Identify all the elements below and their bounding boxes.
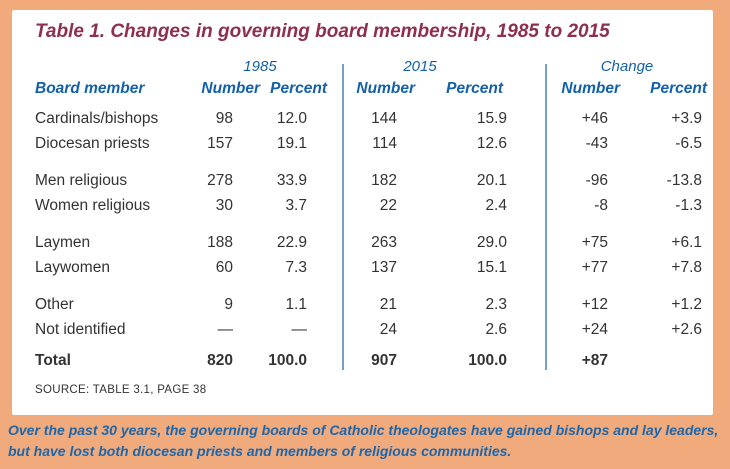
total-1985-number: 820 — [207, 352, 233, 369]
cell-1985-percent: 3.7 — [285, 197, 307, 214]
cell-2015-number: 22 — [379, 197, 397, 214]
cell-change-number: +77 — [581, 259, 608, 276]
column-header-2015-percent: Percent — [446, 80, 503, 97]
row-label: Other — [35, 296, 74, 313]
cell-2015-percent: 2.4 — [485, 197, 507, 214]
caption-line-2: but have lost both diocesan priests and … — [8, 443, 512, 459]
cell-2015-percent: 29.0 — [476, 234, 507, 251]
cell-2015-number: 182 — [371, 172, 397, 189]
column-header-1985-number: Number — [201, 80, 260, 97]
column-header-change-percent: Percent — [650, 80, 707, 97]
cell-change-number: -8 — [594, 197, 608, 214]
cell-change-percent: +1.2 — [671, 296, 702, 313]
total-label: Total — [35, 352, 71, 369]
cell-2015-number: 144 — [371, 110, 397, 127]
column-header-change-number: Number — [561, 80, 620, 97]
cell-1985-number: — — [217, 321, 234, 338]
cell-2015-percent: 20.1 — [476, 172, 507, 189]
column-header-1985-percent: Percent — [270, 80, 327, 97]
caption-line-1: Over the past 30 years, the governing bo… — [8, 422, 719, 438]
column-group-change: Change — [600, 58, 654, 75]
column-header-2015-number: Number — [356, 80, 415, 97]
cell-1985-number: 157 — [207, 135, 233, 152]
table-row: Not identified — — 24 2.6 +24 +2.6 — [12, 317, 713, 342]
column-group-2015: 2015 — [403, 58, 437, 75]
cell-1985-number: 98 — [215, 110, 233, 127]
row-label: Diocesan priests — [35, 135, 150, 152]
column-group-1985: 1985 — [243, 58, 277, 75]
cell-2015-percent: 2.6 — [485, 321, 507, 338]
cell-change-percent: +6.1 — [671, 234, 702, 251]
cell-1985-percent: 7.3 — [285, 259, 307, 276]
cell-2015-number: 263 — [371, 234, 397, 251]
cell-change-percent: -13.8 — [666, 172, 702, 189]
table-panel: Table 1. Changes in governing board memb… — [12, 10, 713, 415]
table-row: Laymen 188 22.9 263 29.0 +75 +6.1 — [12, 230, 713, 255]
column-header-row: Board member Number Percent Number Perce… — [12, 77, 713, 100]
table-total-row: Total 820 100.0 907 100.0 +87 — [12, 348, 713, 373]
cell-1985-number: 278 — [207, 172, 233, 189]
figure-caption: Over the past 30 years, the governing bo… — [8, 420, 724, 462]
row-label: Laymen — [35, 234, 91, 251]
cell-change-percent: +2.6 — [671, 321, 702, 338]
cell-2015-percent: 2.3 — [485, 296, 507, 313]
cell-change-number: +75 — [581, 234, 608, 251]
cell-change-percent: +7.8 — [671, 259, 702, 276]
cell-2015-number: 114 — [372, 135, 397, 152]
cell-1985-percent: 12.0 — [276, 110, 307, 127]
table-row: Men religious 278 33.9 182 20.1 -96 -13.… — [12, 168, 713, 193]
cell-2015-number: 24 — [379, 321, 397, 338]
total-2015-number: 907 — [371, 352, 397, 369]
cell-2015-number: 21 — [379, 296, 397, 313]
cell-1985-percent: 33.9 — [276, 172, 307, 189]
cell-change-percent: +3.9 — [671, 110, 702, 127]
table-row: Laywomen 60 7.3 137 15.1 +77 +7.8 — [12, 255, 713, 280]
table-row: Cardinals/bishops 98 12.0 144 15.9 +46 +… — [12, 106, 713, 131]
source-note: SOURCE: TABLE 3.1, PAGE 38 — [35, 384, 207, 396]
cell-change-number: -96 — [585, 172, 608, 189]
column-divider-1 — [342, 64, 344, 370]
total-1985-percent: 100.0 — [268, 352, 307, 369]
cell-1985-number: 60 — [215, 259, 233, 276]
column-group-header-row: 1985 2015 Change — [12, 57, 713, 76]
cell-2015-percent: 15.9 — [476, 110, 507, 127]
row-label: Women religious — [35, 197, 151, 214]
table-row: Other 9 1.1 21 2.3 +12 +1.2 — [12, 292, 713, 317]
cell-1985-number: 188 — [207, 234, 233, 251]
cell-1985-number: 9 — [224, 296, 233, 313]
cell-1985-number: 30 — [215, 197, 233, 214]
table-body: Cardinals/bishops 98 12.0 144 15.9 +46 +… — [12, 106, 713, 342]
cell-1985-percent: 1.1 — [285, 296, 307, 313]
cell-change-percent: -6.5 — [675, 135, 702, 152]
table-row: Diocesan priests 157 19.1 114 12.6 -43 -… — [12, 131, 713, 156]
row-label: Laywomen — [35, 259, 110, 276]
cell-change-number: +46 — [581, 110, 608, 127]
cell-change-number: +24 — [581, 321, 608, 338]
row-label: Not identified — [35, 321, 126, 338]
cell-change-percent: -1.3 — [675, 197, 702, 214]
total-2015-percent: 100.0 — [468, 352, 507, 369]
row-label: Cardinals/bishops — [35, 110, 159, 127]
cell-change-number: +12 — [581, 296, 608, 313]
column-divider-2 — [545, 64, 547, 370]
cell-2015-percent: 12.6 — [476, 135, 507, 152]
row-label: Men religious — [35, 172, 128, 189]
column-header-board-member: Board member — [35, 80, 145, 97]
cell-1985-percent: — — [291, 321, 308, 338]
cell-2015-percent: 15.1 — [476, 259, 507, 276]
cell-change-number: -43 — [585, 135, 608, 152]
cell-2015-number: 137 — [371, 259, 397, 276]
cell-1985-percent: 19.1 — [276, 135, 307, 152]
total-change-number: +87 — [581, 352, 608, 369]
table-row: Women religious 30 3.7 22 2.4 -8 -1.3 — [12, 193, 713, 218]
cell-1985-percent: 22.9 — [276, 234, 307, 251]
table-title: Table 1. Changes in governing board memb… — [35, 21, 610, 42]
